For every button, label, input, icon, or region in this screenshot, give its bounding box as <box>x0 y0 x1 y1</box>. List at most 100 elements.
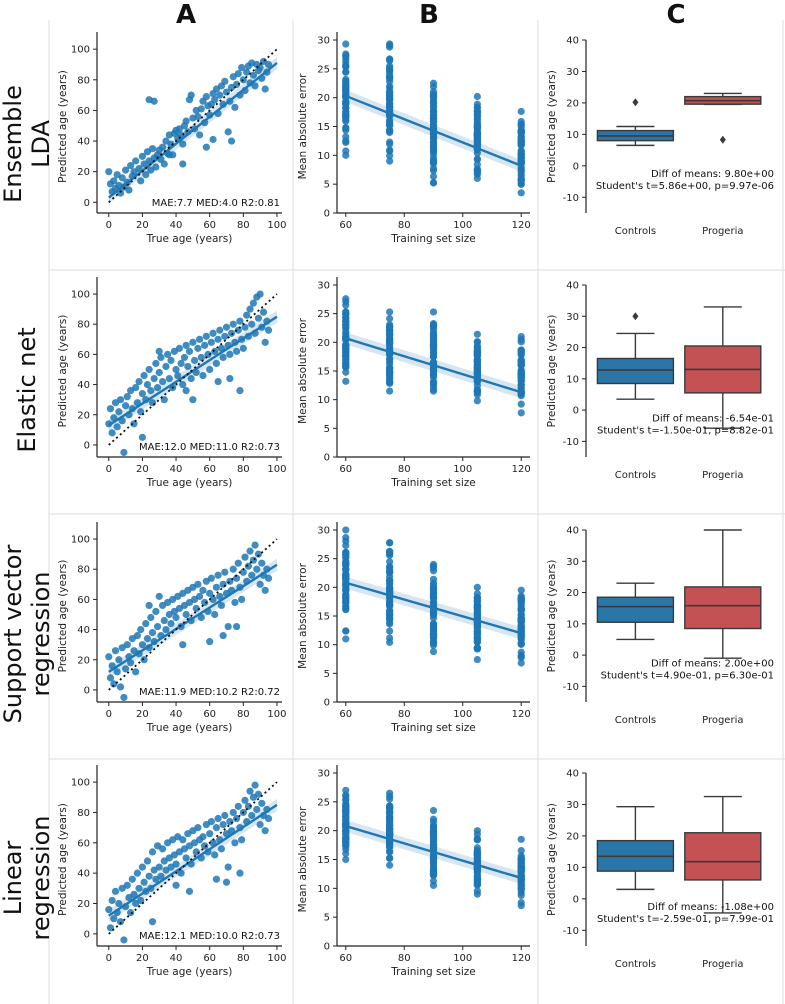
data-point <box>108 429 116 437</box>
data-point <box>138 641 147 649</box>
y-tick-label: 10 <box>566 863 579 874</box>
data-point <box>256 290 264 298</box>
data-point <box>386 337 394 345</box>
data-point <box>342 329 350 337</box>
category-label: Progeria <box>702 470 743 481</box>
data-point <box>473 655 481 664</box>
data-point <box>342 68 350 76</box>
data-point <box>517 333 525 341</box>
data-point <box>105 420 113 428</box>
data-point <box>182 387 190 395</box>
data-point <box>150 374 158 383</box>
data-point <box>212 583 221 591</box>
y-axis-label: Mean absolute error <box>297 562 309 669</box>
data-point <box>386 576 394 584</box>
data-point <box>179 641 187 649</box>
x-tick-label: 120 <box>512 953 531 964</box>
outlier-point <box>632 98 639 107</box>
data-point <box>249 299 258 307</box>
y-tick-label: 40 <box>566 526 579 537</box>
data-point <box>202 332 210 340</box>
data-point <box>239 344 247 352</box>
data-point <box>110 915 118 923</box>
data-point <box>517 652 525 660</box>
data-point <box>517 150 525 158</box>
panel-grid <box>48 20 785 1004</box>
data-point <box>153 383 162 392</box>
y-tick-label: 30 <box>317 281 330 292</box>
data-point <box>143 380 152 389</box>
x-tick-label: 20 <box>136 709 149 720</box>
y-tick-label: 10 <box>566 130 579 141</box>
data-point <box>145 872 153 880</box>
data-point <box>241 796 249 804</box>
data-point <box>342 603 350 611</box>
data-point <box>111 647 120 655</box>
data-point <box>132 668 140 676</box>
y-axis-label: Mean absolute error <box>297 73 309 180</box>
data-point <box>241 553 249 561</box>
data-point <box>386 812 394 820</box>
data-point <box>261 338 269 346</box>
panel-c1: -10 0 10 20 30 40 Predicted age (years) Control… <box>546 36 774 238</box>
data-point <box>342 819 350 827</box>
data-point <box>386 72 394 80</box>
data-point <box>195 335 204 343</box>
data-point <box>147 387 155 395</box>
data-point <box>182 854 190 862</box>
data-point <box>121 166 130 174</box>
data-point <box>224 622 232 631</box>
data-point <box>342 526 350 534</box>
y-tick-label: 60 <box>77 595 90 606</box>
x-tick-label: 60 <box>203 464 216 475</box>
data-point <box>473 350 481 358</box>
data-point <box>140 371 148 380</box>
data-point <box>232 622 241 631</box>
data-point <box>264 574 273 582</box>
data-point <box>246 787 254 795</box>
metrics-annotation: MAE:7.7 MED:4.0 R2:0.81 <box>152 198 280 209</box>
y-tick-label: 0 <box>84 198 90 209</box>
box-iqr <box>596 596 675 623</box>
panel-b2: 60 80 100 120 0 5 10 15 20 25 30 Training set size M… <box>297 277 531 489</box>
data-point <box>120 936 128 944</box>
y-tick-label: 60 <box>77 350 90 361</box>
data-point <box>429 146 438 154</box>
y-axis-label: Mean absolute error <box>297 317 309 424</box>
stats-annotation-diff: Diff of means: -6.54e-01 <box>652 413 774 424</box>
stats-annotation-diff: Diff of means: 9.80e+00 <box>651 169 774 180</box>
data-point <box>241 323 249 331</box>
y-tick-label: 100 <box>71 45 90 56</box>
data-point <box>165 374 173 383</box>
x-tick-label: 40 <box>170 464 183 475</box>
x-tick-label: 0 <box>106 709 112 720</box>
data-point <box>192 604 200 613</box>
x-tick-label: 60 <box>339 220 352 231</box>
data-point <box>127 161 135 170</box>
data-point <box>217 601 226 610</box>
data-point <box>121 402 130 410</box>
regression-line <box>108 563 278 673</box>
data-point <box>211 610 219 619</box>
data-point <box>429 630 438 638</box>
data-point <box>429 335 438 343</box>
data-point <box>342 58 350 66</box>
panel-b1: 60 80 100 120 0 5 10 15 20 25 30 Training set size M… <box>297 32 531 245</box>
data-point <box>429 575 438 583</box>
data-point <box>517 175 525 183</box>
column-letter-a: A <box>176 0 196 30</box>
data-point <box>194 112 202 121</box>
data-point <box>132 383 140 392</box>
data-point <box>182 341 190 349</box>
data-point <box>517 371 525 379</box>
data-point <box>517 346 525 354</box>
y-tick-label: 30 <box>566 67 579 78</box>
data-point <box>473 880 481 888</box>
data-point <box>248 571 256 579</box>
data-point <box>386 387 394 395</box>
data-point <box>473 103 481 112</box>
data-point <box>162 362 170 371</box>
data-point <box>243 68 251 76</box>
y-tick-label: 20 <box>566 831 579 842</box>
x-tick-label: 40 <box>170 220 183 231</box>
